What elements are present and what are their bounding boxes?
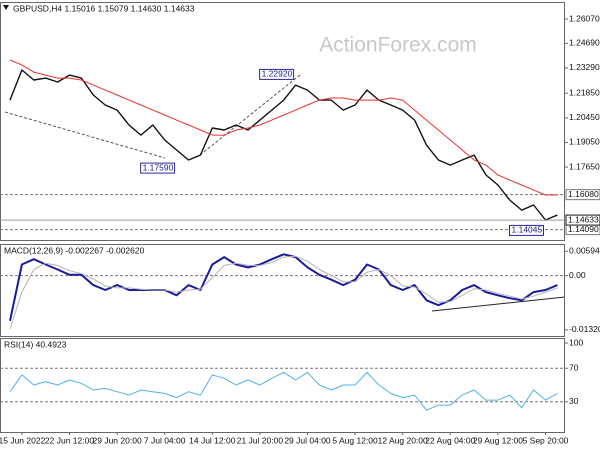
trend-line — [431, 296, 566, 312]
x-tick-label: 29 Aug 12:00 — [473, 435, 523, 445]
level-label: 1.16080 — [568, 189, 599, 199]
annotation-box — [140, 162, 176, 174]
level-label: 1.14090 — [568, 224, 599, 234]
x-tick-label: 7 Jul 04:00 — [144, 435, 186, 445]
x-tick-label: 5 Aug 12:00 — [332, 435, 378, 445]
last-price-label: 1.14633 — [568, 214, 599, 224]
series-line — [9, 255, 558, 330]
annotation-box — [259, 68, 295, 80]
x-tick-label: 21 Jul 20:00 — [237, 435, 284, 445]
menu-arrow — [3, 5, 9, 10]
y-tick-label: 1.17650 — [569, 161, 600, 171]
trend-line — [199, 74, 301, 156]
y-tick-label: 100 — [569, 337, 583, 347]
x-tick-label: 15 Jun 2022 — [0, 435, 46, 445]
watermark: ActionForex.com — [319, 34, 477, 57]
panel-title: RSI(14) 40.4923 — [4, 339, 67, 349]
y-tick-label: 30 — [569, 396, 579, 406]
x-tick-label: 29 Jun 20:00 — [93, 435, 142, 445]
panel-border — [0, 2, 565, 241]
annotation: 1.22920 — [262, 69, 293, 79]
y-tick-label: 0.00 — [569, 270, 586, 280]
series-line — [9, 59, 558, 196]
level-box — [565, 189, 600, 201]
x-tick-label: 22 Aug 04:00 — [425, 435, 475, 445]
y-tick-label: 70 — [569, 362, 579, 372]
y-tick-label: 1.26070 — [569, 13, 600, 23]
panel-border — [0, 338, 565, 433]
y-tick-label: 0.005941 — [569, 245, 600, 255]
annotation: 1.17590 — [143, 162, 174, 172]
y-tick-label: 1.23290 — [569, 62, 600, 72]
panel-border — [0, 244, 565, 337]
y-tick-label: 1.20450 — [569, 112, 600, 122]
x-tick-label: 14 Jul 12:00 — [189, 435, 236, 445]
x-tick-label: 5 Sep 20:00 — [523, 435, 569, 445]
panel-title: MACD(12,26,9) -0.002267 -0.002620 — [4, 245, 145, 255]
series-line — [9, 371, 558, 411]
annotation: 1.14045 — [512, 225, 543, 235]
panel-title: GBPUSD,H4 1.15016 1.15079 1.14630 1.1463… — [13, 3, 195, 13]
series-line — [9, 69, 558, 221]
series-line — [9, 253, 558, 322]
x-tick-label: 22 Jun 12:00 — [45, 435, 94, 445]
y-tick-label: -0.013207 — [569, 324, 600, 334]
y-tick-label: 1.21850 — [569, 87, 600, 97]
last-price-box — [565, 214, 600, 226]
y-tick-label: 1.19050 — [569, 137, 600, 147]
annotation-box — [509, 224, 544, 236]
x-tick-label: 29 Jul 04:00 — [284, 435, 331, 445]
y-tick-label: 1.24690 — [569, 38, 600, 48]
x-tick-label: 12 Aug 20:00 — [378, 435, 428, 445]
trend-line — [4, 111, 166, 159]
